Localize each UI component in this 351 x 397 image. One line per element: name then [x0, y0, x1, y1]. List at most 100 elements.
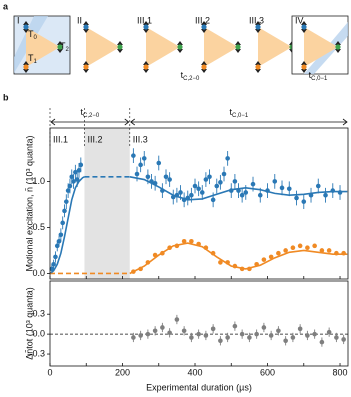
- data-point: [334, 250, 339, 256]
- data-point: [131, 153, 136, 158]
- ion-arrow: [201, 21, 207, 33]
- data-point: [297, 243, 303, 249]
- stage-label: II: [77, 15, 82, 25]
- data-point: [138, 333, 143, 338]
- duration-label-main: t: [81, 107, 84, 117]
- data-point: [250, 181, 256, 187]
- y-axis-title: Motional excitation, n̄ (10³ quanta): [24, 135, 34, 271]
- data-point: [71, 179, 76, 184]
- data-point: [67, 183, 73, 189]
- data-point: [138, 162, 143, 168]
- ion: [201, 24, 207, 30]
- data-point: [196, 241, 201, 247]
- phase-label: III.3: [133, 134, 148, 144]
- ion: [177, 44, 183, 50]
- trap-label-main: T: [28, 53, 34, 63]
- ion: [23, 24, 29, 30]
- data-point: [152, 328, 158, 334]
- data-point: [69, 174, 75, 180]
- duration-label-sub: C,0−1: [311, 76, 328, 82]
- data-point: [218, 180, 223, 185]
- data-point: [76, 168, 82, 173]
- data-point: [145, 174, 151, 180]
- data-point: [156, 160, 162, 166]
- data-point: [315, 183, 321, 189]
- data-point: [73, 169, 78, 175]
- panel-label: b: [3, 92, 9, 102]
- data-point: [192, 183, 198, 189]
- data-point: [181, 238, 187, 244]
- duration-label: tC,0−1: [309, 70, 328, 81]
- data-point: [49, 266, 55, 272]
- data-point: [319, 248, 325, 253]
- phase-label: III.2: [87, 134, 102, 144]
- ion: [201, 64, 207, 70]
- data-point: [199, 190, 205, 195]
- trap-label-sub: 2: [66, 47, 70, 53]
- data-point: [243, 190, 249, 195]
- data-point: [160, 325, 165, 330]
- data-point: [78, 162, 84, 168]
- data-point: [261, 257, 267, 262]
- data-point: [65, 188, 71, 193]
- data-point: [341, 337, 346, 342]
- data-point: [178, 190, 183, 195]
- data-point: [207, 174, 212, 180]
- ion: [143, 64, 149, 70]
- trap-label-main: T: [28, 29, 34, 39]
- trap-triangle: [26, 27, 60, 67]
- stage-label: III.2: [195, 15, 210, 25]
- x-tick-label: 400: [187, 367, 202, 377]
- data-point: [305, 333, 310, 338]
- data-point: [181, 197, 187, 203]
- data-point: [290, 245, 296, 250]
- phase-label: III.1: [53, 134, 68, 144]
- data-point: [131, 269, 136, 274]
- duration-arrow: [50, 118, 130, 126]
- data-point: [239, 192, 245, 198]
- ion-arrow: [255, 61, 261, 73]
- y-tick-label: 0.3: [32, 309, 45, 319]
- duration-label-sub: C,2−0: [183, 76, 200, 82]
- ion-arrow: [301, 61, 307, 73]
- data-point: [279, 185, 285, 191]
- data-point: [160, 188, 165, 193]
- data-point: [236, 188, 241, 193]
- duration-arrow: [130, 118, 348, 126]
- ion-arrow: [83, 61, 89, 73]
- data-point: [225, 260, 230, 265]
- data-point: [225, 335, 230, 340]
- duration-label-main: t: [230, 107, 233, 117]
- stage-label: III.1: [137, 15, 152, 25]
- x-tick-label: 600: [260, 367, 275, 377]
- data-point: [58, 232, 64, 238]
- trap-label: T0: [28, 29, 38, 40]
- ion-arrow: [143, 21, 149, 33]
- data-point: [341, 250, 346, 256]
- data-point: [134, 171, 140, 177]
- data-point: [60, 220, 65, 226]
- data-point: [210, 326, 216, 332]
- phase-shade: [84, 128, 130, 279]
- trap-label-sub: 1: [34, 59, 38, 65]
- data-point: [131, 335, 136, 340]
- y-tick-label: 1.0: [32, 176, 45, 186]
- duration-label: tC,0−1: [230, 107, 249, 118]
- data-point: [225, 156, 230, 161]
- data-point: [54, 243, 60, 249]
- stage-label: IV: [295, 15, 304, 25]
- data-point: [221, 171, 227, 177]
- data-point: [214, 183, 220, 189]
- data-point: [51, 261, 56, 267]
- ion: [335, 44, 341, 50]
- data-point: [64, 199, 69, 204]
- ion: [57, 44, 63, 50]
- data-point: [257, 192, 263, 198]
- data-point: [174, 243, 180, 249]
- data-point: [268, 254, 274, 260]
- data-point: [167, 245, 172, 250]
- data-point: [312, 243, 317, 249]
- data-point: [203, 177, 209, 182]
- data-point: [326, 248, 332, 253]
